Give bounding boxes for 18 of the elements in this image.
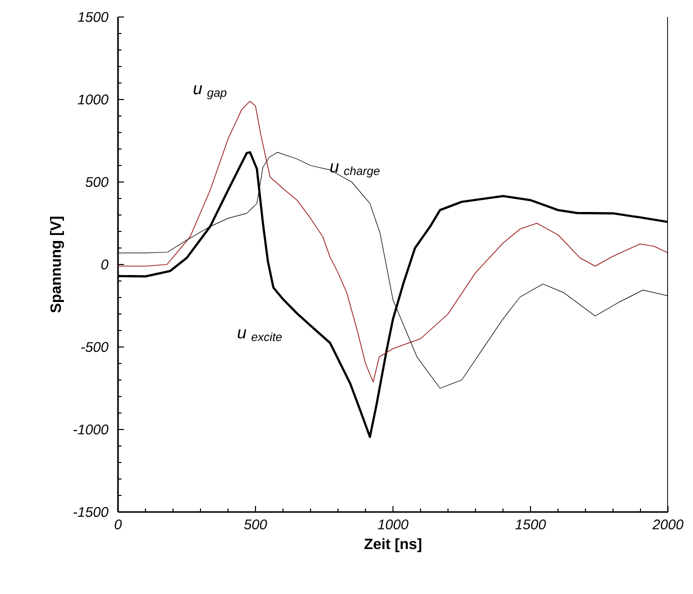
x-tick-label: 1500 bbox=[515, 519, 546, 530]
series-label: u $_{charge}$ bbox=[330, 163, 380, 178]
x-tick-label: 1000 bbox=[378, 519, 408, 530]
x-axis-title: Zeit [ns] bbox=[364, 538, 422, 552]
y-tick-label: 500 bbox=[86, 177, 108, 187]
y-tick-label: -1500 bbox=[74, 507, 108, 517]
y-axis-title: Spannung [V] bbox=[50, 216, 64, 313]
y-tick-label: -1000 bbox=[74, 424, 108, 434]
y-tick-label: 1500 bbox=[78, 12, 108, 22]
series-label: u $_{gap}$ bbox=[194, 85, 226, 100]
y-tick-label: -500 bbox=[81, 342, 108, 352]
x-tick-label: 500 bbox=[244, 519, 268, 530]
y-tick-label: 1000 bbox=[78, 94, 108, 104]
line-series bbox=[118, 100, 668, 382]
y-tick-label: 0 bbox=[101, 260, 108, 270]
x-tick-label: 0 bbox=[114, 519, 122, 530]
x-tick-label: 2000 bbox=[652, 519, 684, 530]
series-label: u $_{excite}$ bbox=[238, 329, 282, 342]
